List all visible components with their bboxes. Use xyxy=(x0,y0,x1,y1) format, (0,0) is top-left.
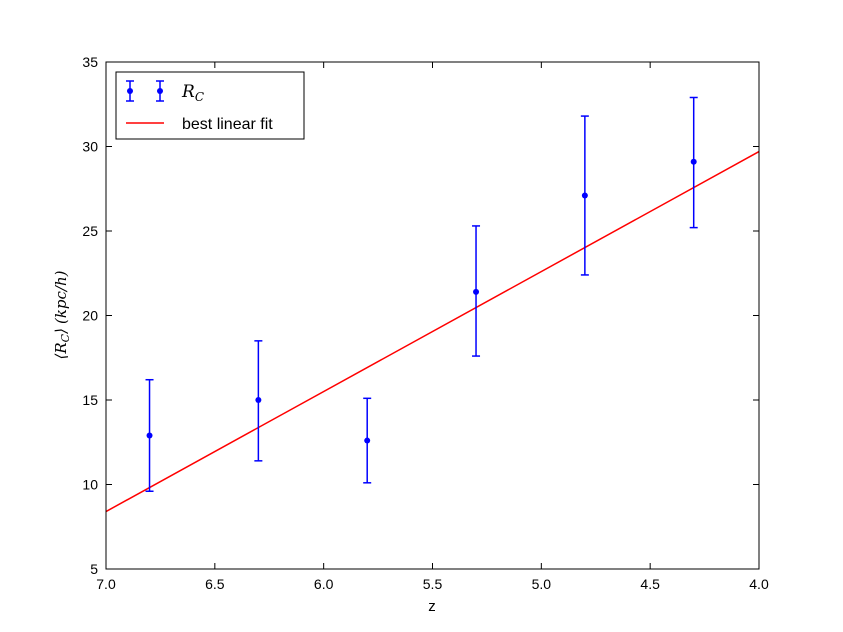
y-tick-label: 15 xyxy=(82,392,98,408)
x-tick-label: 4.0 xyxy=(749,576,769,592)
x-tick-label: 5.5 xyxy=(423,576,443,592)
data-point xyxy=(146,432,153,439)
legend: RC best linear fit xyxy=(115,71,305,140)
y-axis-label: ⟨RC⟩ (kpc/h) xyxy=(52,270,72,359)
data-point xyxy=(364,437,371,444)
y-tick-label: 30 xyxy=(82,139,98,155)
x-tick-label: 6.0 xyxy=(314,576,334,592)
y-tick-label: 35 xyxy=(82,54,98,70)
data-point xyxy=(255,397,262,403)
errorbar-layer xyxy=(145,96,698,493)
data-point-group xyxy=(145,378,154,493)
best-linear-fit-line xyxy=(105,150,760,513)
plot-area xyxy=(106,62,759,569)
y-axis-label-units: (kpc/h) xyxy=(52,270,70,324)
data-point-group xyxy=(689,96,698,229)
y-axis-label-main: R xyxy=(52,342,70,354)
y-tick-label: 20 xyxy=(82,308,98,324)
y-tick-label: 5 xyxy=(90,561,98,577)
svg-text:⟨RC⟩(kpc/h): ⟨RC⟩ (kpc/h) xyxy=(52,270,72,359)
data-point-group xyxy=(472,225,481,357)
data-point-group xyxy=(580,115,589,276)
data-point-group xyxy=(254,340,263,462)
data-point xyxy=(473,288,480,295)
x-tick-label: 6.5 xyxy=(205,576,225,592)
axis-ticks: 7.0 6.5 6.0 5.5 5.0 4.5 4.0 5 10 15 20 25 30 35 xyxy=(82,54,769,592)
x-tick-label: 4.5 xyxy=(640,576,660,592)
data-point xyxy=(690,158,697,165)
y-axis-label-open: ⟨ xyxy=(52,353,70,359)
x-tick-label: 7.0 xyxy=(96,576,116,592)
legend-label-fit: best linear fit xyxy=(182,116,273,133)
y-tick-label: 10 xyxy=(82,477,98,493)
legend-label-rc: RC xyxy=(181,82,204,104)
x-axis-label: z xyxy=(428,598,436,615)
data-point xyxy=(581,192,588,199)
legend-box xyxy=(115,71,305,140)
legend-marker-rc-2 xyxy=(156,80,164,102)
y-tick-label: 25 xyxy=(82,223,98,239)
y-axis-label-close: ⟩ xyxy=(52,328,70,335)
fit-line-layer xyxy=(105,150,760,513)
data-point-group xyxy=(363,397,372,484)
x-tick-label: 5.0 xyxy=(532,576,552,592)
legend-marker-rc-1 xyxy=(126,80,134,102)
plot-frame xyxy=(105,61,760,570)
y-axis-label-sub: C xyxy=(59,333,72,342)
